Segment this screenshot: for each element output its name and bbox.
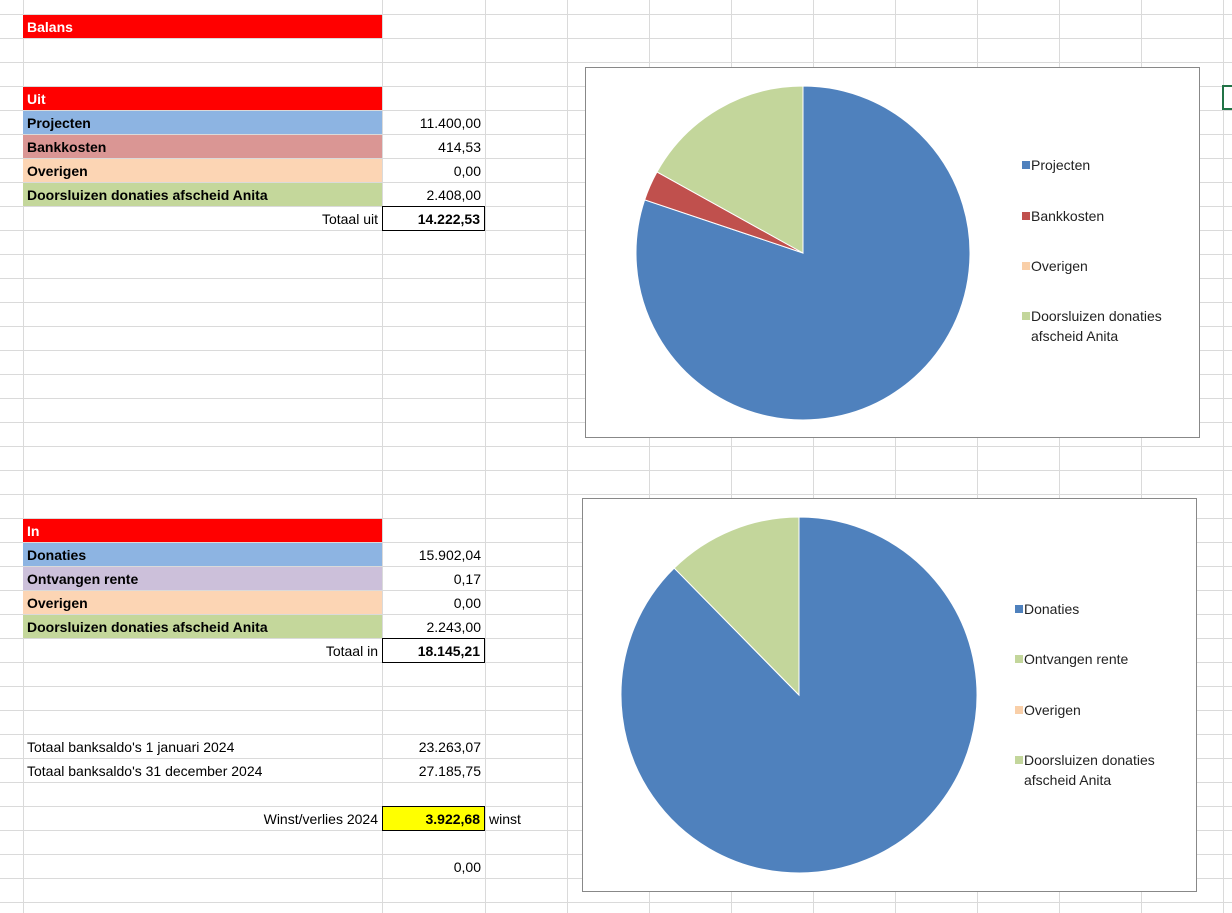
legend-swatch xyxy=(1022,212,1030,220)
winst-label[interactable]: Winst/verlies 2024 xyxy=(263,811,378,827)
legend-swatch xyxy=(1015,706,1023,714)
uit-header[interactable]: Uit xyxy=(23,87,382,110)
column-gridline xyxy=(485,0,486,913)
column-gridline xyxy=(567,0,568,913)
in-pie-chart[interactable]: Donaties Ontvangen rente Overigen Doorsl… xyxy=(582,498,1197,892)
uit-row-label[interactable]: Projecten xyxy=(23,111,382,134)
uit-row-value[interactable]: 0,00 xyxy=(453,163,481,179)
column-gridline xyxy=(895,0,896,913)
saldo-start-label[interactable]: Totaal banksaldo's 1 januari 2024 xyxy=(27,739,235,755)
in-row-label[interactable]: Ontvangen rente xyxy=(23,567,382,590)
winst-value[interactable]: 3.922,68 xyxy=(382,806,485,831)
in-row-value[interactable]: 0,17 xyxy=(453,571,481,587)
column-gridline xyxy=(1059,0,1060,913)
column-gridline xyxy=(382,0,383,913)
saldo-end-value[interactable]: 27.185,75 xyxy=(418,763,481,779)
selected-cell-indicator xyxy=(1222,85,1232,110)
legend-swatch xyxy=(1015,655,1023,663)
legend-item[interactable]: Donaties xyxy=(1024,601,1080,617)
totaal-in-label[interactable]: Totaal in xyxy=(325,643,378,659)
column-gridline xyxy=(23,0,24,913)
in-header[interactable]: In xyxy=(23,519,382,542)
column-gridline xyxy=(813,0,814,913)
winst-suffix[interactable]: winst xyxy=(489,811,521,827)
legend-item[interactable]: Overigen xyxy=(1031,258,1088,274)
in-row-label[interactable]: Donaties xyxy=(23,543,382,566)
uit-row-value[interactable]: 414,53 xyxy=(438,139,481,155)
uit-row-label[interactable]: Doorsluizen donaties afscheid Anita xyxy=(23,183,382,206)
legend-swatch xyxy=(1015,756,1023,764)
legend-item[interactable]: Ontvangen rente xyxy=(1024,651,1129,667)
in-row-value[interactable]: 15.902,04 xyxy=(418,547,481,563)
column-gridline xyxy=(1223,0,1224,913)
in-row-value[interactable]: 2.243,00 xyxy=(426,619,482,635)
pie-slice-projecten[interactable] xyxy=(635,85,971,421)
uit-row-value[interactable]: 11.400,00 xyxy=(419,115,481,131)
column-gridline xyxy=(1141,0,1142,913)
totaal-uit-value[interactable]: 14.222,53 xyxy=(382,206,485,231)
legend-item[interactable]: Projecten xyxy=(1031,157,1091,173)
uit-row-label[interactable]: Overigen xyxy=(23,159,382,182)
legend-item[interactable]: Overigen xyxy=(1024,702,1081,718)
column-gridline xyxy=(977,0,978,913)
column-gridline xyxy=(649,0,650,913)
legend-item[interactable]: Doorsluizen donaties afscheid Anita xyxy=(1024,752,1155,788)
legend-item[interactable]: Bankkosten xyxy=(1031,208,1105,224)
legend-swatch xyxy=(1022,262,1030,270)
uit-row-value[interactable]: 2.408,00 xyxy=(426,187,482,203)
check-value[interactable]: 0,00 xyxy=(453,859,481,875)
legend-item[interactable]: Doorsluizen donaties afscheid Anita xyxy=(1031,308,1162,344)
pie-slice-doorsluizen-donaties-afscheid-anita[interactable] xyxy=(673,516,800,697)
in-row-label[interactable]: Doorsluizen donaties afscheid Anita xyxy=(23,615,382,638)
totaal-uit-label[interactable]: Totaal uit xyxy=(321,211,378,227)
uit-pie-chart[interactable]: Projecten Bankkosten Overigen Doorsluize… xyxy=(585,67,1200,438)
in-row-value[interactable]: 0,00 xyxy=(453,595,481,611)
totaal-in-value[interactable]: 18.145,21 xyxy=(382,638,485,663)
pie-slice-doorsluizen-donaties-afscheid-anita[interactable] xyxy=(656,85,804,254)
legend-swatch xyxy=(1022,312,1030,320)
legend-swatch xyxy=(1022,161,1030,169)
title-cell[interactable]: Balans xyxy=(23,15,382,38)
saldo-end-label[interactable]: Totaal banksaldo's 31 december 2024 xyxy=(27,763,263,779)
column-gridline xyxy=(731,0,732,913)
legend-swatch xyxy=(1015,605,1023,613)
uit-row-label[interactable]: Bankkosten xyxy=(23,135,382,158)
saldo-start-value[interactable]: 23.263,07 xyxy=(418,739,481,755)
in-row-label[interactable]: Overigen xyxy=(23,591,382,614)
